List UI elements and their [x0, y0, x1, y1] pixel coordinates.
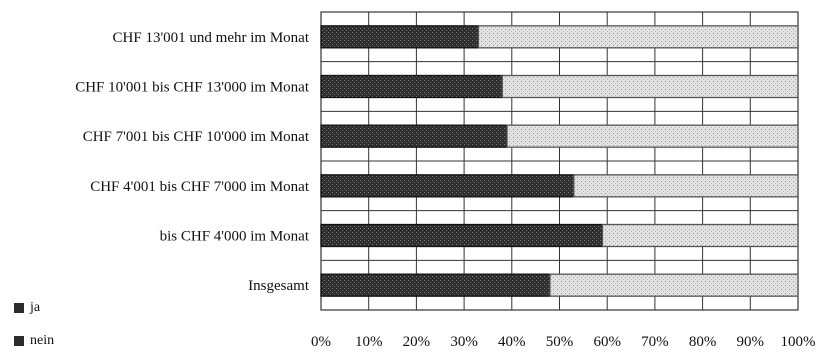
x-tick-label: 20%	[403, 334, 431, 350]
x-tick-label: 60%	[593, 334, 621, 350]
bar-nein	[506, 124, 799, 148]
gridlines	[320, 11, 799, 311]
bar-ja	[320, 223, 604, 248]
legend-swatch-ja	[14, 303, 24, 313]
x-tick-label: 40%	[498, 334, 526, 350]
x-tick-label: 90%	[737, 334, 765, 350]
bar-ja	[320, 124, 508, 148]
bar-nein	[601, 223, 799, 248]
bar-nein	[573, 174, 799, 198]
legend-item-nein: nein	[14, 333, 54, 349]
legend-label-ja: ja	[30, 300, 41, 315]
bar-ja	[320, 25, 480, 49]
category-label: CHF 4'001 bis CHF 7'000 im Monat	[90, 179, 310, 195]
bar-nein	[477, 25, 799, 49]
category-label: bis CHF 4'000 im Monat	[160, 229, 310, 245]
category-label: CHF 13'001 und mehr im Monat	[113, 30, 310, 46]
bar-ja	[320, 174, 575, 198]
category-labels: CHF 13'001 und mehr im Monat CHF 10'001 b…	[75, 30, 310, 294]
legend-label-nein: nein	[30, 333, 55, 348]
category-label: CHF 10'001 bis CHF 13'000 im Monat	[75, 80, 310, 96]
category-label: Insgesamt	[248, 278, 310, 294]
x-tick-label: 10%	[355, 334, 383, 350]
category-label: CHF 7'001 bis CHF 10'000 im Monat	[83, 129, 310, 145]
x-tick-label: 100%	[781, 334, 816, 350]
x-tick-label: 80%	[689, 334, 717, 350]
x-tick-label: 30%	[450, 334, 478, 350]
x-tick-labels: 0% 10% 20% 30% 40% 50% 60% 70% 80% 90% 100%	[311, 334, 816, 350]
x-tick-label: 0%	[311, 334, 331, 350]
legend-swatch-nein	[14, 336, 24, 346]
bar-ja	[320, 273, 551, 297]
x-tick-label: 70%	[641, 334, 669, 350]
bar-nein	[549, 273, 799, 297]
legend-item-ja: ja	[14, 300, 40, 316]
bar-ja	[320, 74, 503, 99]
bar-nein	[501, 74, 799, 99]
bars-group	[320, 25, 799, 297]
x-tick-label: 50%	[546, 334, 574, 350]
